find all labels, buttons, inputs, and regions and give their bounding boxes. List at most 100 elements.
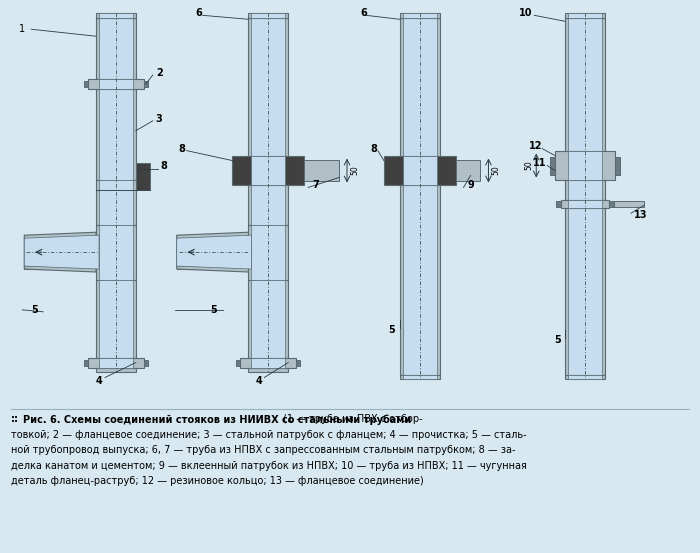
Text: 4: 4 xyxy=(96,377,103,387)
Bar xyxy=(88,79,144,89)
Text: 8: 8 xyxy=(161,160,167,170)
Bar xyxy=(99,358,133,368)
Bar xyxy=(96,180,136,225)
Text: 5: 5 xyxy=(554,335,561,345)
Bar xyxy=(251,155,286,185)
Bar xyxy=(568,374,602,379)
Bar xyxy=(248,18,288,155)
Bar xyxy=(96,89,136,180)
Text: 10: 10 xyxy=(519,8,533,18)
Text: ной трубопровод выпуска; 6, 7 — труба из НПВХ с запрессованным стальным патрубко: ной трубопровод выпуска; 6, 7 — труба из… xyxy=(11,445,516,455)
Bar xyxy=(402,155,437,185)
Bar xyxy=(402,374,437,379)
Bar xyxy=(251,18,286,155)
Bar xyxy=(136,163,150,190)
Text: 50: 50 xyxy=(524,161,533,170)
Bar xyxy=(96,18,136,81)
Bar xyxy=(248,13,288,18)
Bar xyxy=(402,18,437,155)
Bar xyxy=(568,200,602,208)
Bar xyxy=(556,201,561,207)
Bar xyxy=(232,155,304,185)
Bar xyxy=(565,180,605,200)
Text: 8: 8 xyxy=(178,144,186,154)
Bar xyxy=(568,180,602,200)
Text: Рис. 6. Схемы соединений стояков из НИИВХ со стальными трубами: Рис. 6. Схемы соединений стояков из НИИВ… xyxy=(23,414,412,425)
Text: 5: 5 xyxy=(388,325,395,335)
Bar xyxy=(25,235,96,269)
Bar xyxy=(402,185,437,374)
Polygon shape xyxy=(176,235,251,269)
Bar xyxy=(384,155,456,185)
Text: 1: 1 xyxy=(20,24,25,34)
Text: делка канатом и цементом; 9 — вклеенный патрубок из НПВХ; 10 — труба из НПВХ; 11: делка канатом и цементом; 9 — вклеенный … xyxy=(11,461,527,471)
Text: товкой; 2 — фланцевое соединение; 3 — стальной патрубок с фланцем; 4 — прочистка: товкой; 2 — фланцевое соединение; 3 — ст… xyxy=(11,430,527,440)
Text: 5: 5 xyxy=(211,305,217,315)
Text: 12: 12 xyxy=(529,140,542,150)
Bar xyxy=(99,180,133,225)
Text: 50: 50 xyxy=(491,166,500,175)
Text: 3: 3 xyxy=(156,114,162,124)
Bar xyxy=(296,359,300,366)
Bar xyxy=(400,13,440,18)
Bar xyxy=(565,18,605,150)
Text: 2: 2 xyxy=(156,68,162,78)
Text: 9: 9 xyxy=(468,180,475,190)
Bar xyxy=(25,238,96,266)
Text: 50: 50 xyxy=(350,166,359,175)
Bar xyxy=(400,185,440,374)
Text: 11: 11 xyxy=(533,158,547,168)
Bar xyxy=(99,280,133,358)
Text: 6: 6 xyxy=(360,8,367,18)
Bar xyxy=(84,81,88,87)
Bar xyxy=(615,156,620,175)
Bar xyxy=(400,18,440,155)
Bar xyxy=(88,358,144,368)
Bar xyxy=(565,13,605,18)
Bar xyxy=(248,280,288,358)
Bar xyxy=(609,201,614,207)
Bar xyxy=(237,359,240,366)
Bar xyxy=(568,13,602,18)
Bar xyxy=(568,208,602,374)
Polygon shape xyxy=(25,235,99,269)
Polygon shape xyxy=(25,232,96,272)
Bar xyxy=(304,160,339,181)
Bar xyxy=(251,280,286,358)
Text: ::: :: xyxy=(11,414,20,424)
Bar xyxy=(240,358,296,368)
Bar xyxy=(555,150,615,180)
Bar xyxy=(99,89,133,180)
Bar xyxy=(561,200,609,208)
Text: 4: 4 xyxy=(256,377,262,387)
Bar xyxy=(400,374,440,379)
Bar xyxy=(568,18,602,150)
Bar xyxy=(99,13,133,18)
Bar xyxy=(456,160,480,181)
Bar xyxy=(96,368,136,372)
Text: 7: 7 xyxy=(312,180,319,190)
Bar xyxy=(251,358,286,368)
Bar xyxy=(176,235,248,269)
Text: 8: 8 xyxy=(370,144,377,154)
Bar xyxy=(402,13,437,18)
Bar xyxy=(248,368,288,372)
Bar xyxy=(248,225,288,280)
Bar xyxy=(176,238,248,266)
Bar xyxy=(251,225,286,280)
Bar xyxy=(96,280,136,358)
Text: деталь фланец-раструб; 12 — резиновое кольцо; 13 — фланцевое соединение): деталь фланец-раструб; 12 — резиновое ко… xyxy=(11,476,424,486)
Polygon shape xyxy=(176,232,248,272)
Text: 6: 6 xyxy=(195,8,202,18)
Bar xyxy=(251,13,286,18)
Bar xyxy=(144,359,148,366)
Bar xyxy=(565,374,605,379)
Bar xyxy=(144,81,148,87)
Text: 5: 5 xyxy=(32,305,38,315)
Bar xyxy=(550,156,555,175)
Bar xyxy=(99,79,133,89)
Bar xyxy=(568,150,602,180)
Bar xyxy=(251,185,286,225)
Bar xyxy=(99,225,133,280)
Bar xyxy=(614,201,644,207)
